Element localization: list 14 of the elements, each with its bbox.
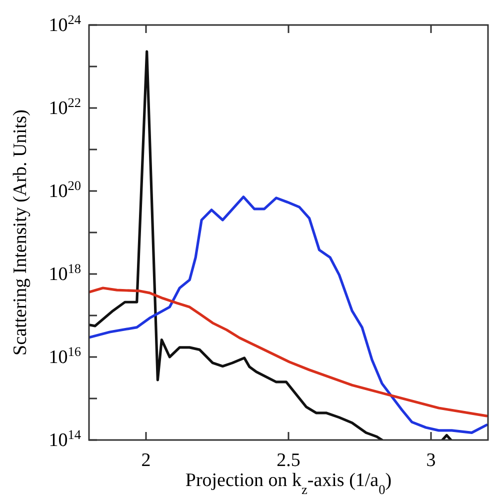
x-tick-label: 3 xyxy=(426,450,436,471)
x-tick-label: 2 xyxy=(141,450,151,471)
x-axis-title: Projection on k$_{z}$-axis (1/a$_{0}$) xyxy=(185,470,392,496)
y-tick-label: 10$^{24}$ xyxy=(48,12,82,36)
line-series xyxy=(89,50,384,440)
line-series xyxy=(89,196,488,434)
y-tick-label: 10$^{14}$ xyxy=(48,426,82,451)
y-axis-title: Scattering Intensity (Arb. Units) xyxy=(10,110,31,356)
line-series xyxy=(89,286,488,418)
y-tick-label: 10$^{22}$ xyxy=(48,94,81,119)
y-tick-label: 10$^{20}$ xyxy=(48,178,82,202)
y-tick-label: 10$^{16}$ xyxy=(48,344,82,368)
x-tick-label: 2.5 xyxy=(276,450,300,471)
y-tick-label: 10$^{18}$ xyxy=(48,260,82,285)
